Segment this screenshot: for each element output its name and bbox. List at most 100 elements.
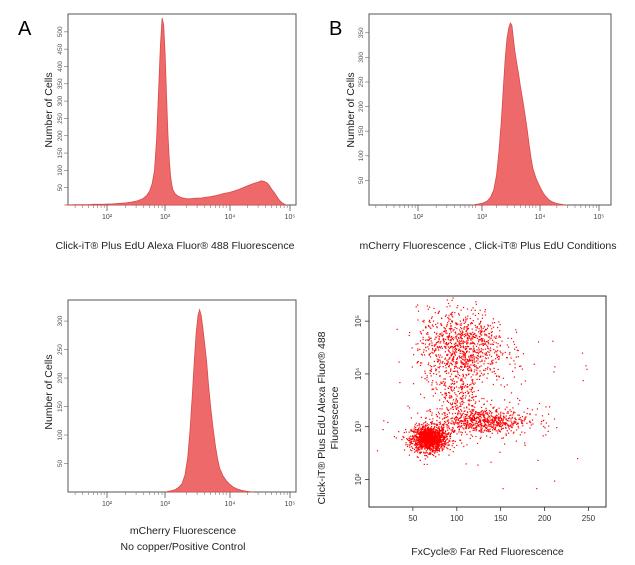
scatter-point xyxy=(446,447,448,449)
scatter-point xyxy=(447,442,449,444)
x-tick-label: 10⁵ xyxy=(285,501,296,508)
y-tick-label: 50 xyxy=(358,176,365,184)
scatter-point xyxy=(450,331,452,333)
scatter-point xyxy=(471,361,473,363)
histogram-area xyxy=(64,17,288,206)
scatter-point xyxy=(439,408,441,410)
scatter-point xyxy=(435,435,437,437)
scatter-point xyxy=(471,388,473,391)
scatter-point xyxy=(457,371,459,374)
scatter-point xyxy=(433,436,435,438)
scatter-point xyxy=(432,395,434,397)
scatter-point xyxy=(467,336,469,339)
scatter-point xyxy=(481,341,483,343)
scatter-point xyxy=(472,380,474,382)
scatter-point xyxy=(417,449,419,451)
scatter-point xyxy=(478,418,480,420)
scatter-point xyxy=(429,453,431,455)
scatter-point xyxy=(478,411,480,414)
scatter-point xyxy=(492,407,494,409)
scatter-point xyxy=(452,443,454,445)
scatter-point xyxy=(524,380,526,382)
scatter-point xyxy=(484,343,486,345)
scatter-point xyxy=(477,351,479,353)
scatter-point xyxy=(435,337,437,339)
scatter-point xyxy=(501,340,503,342)
scatter-point xyxy=(419,441,421,443)
scatter-point xyxy=(420,333,422,335)
scatter-point xyxy=(482,352,484,354)
scatter-point xyxy=(411,450,413,452)
scatter-point xyxy=(475,303,477,305)
scatter-point xyxy=(439,423,441,425)
scatter-point xyxy=(447,434,449,436)
scatter-point xyxy=(470,427,472,429)
scatter-point xyxy=(432,443,434,445)
scatter-point xyxy=(457,333,459,336)
scatter-point xyxy=(478,412,480,414)
scatter-point xyxy=(462,359,464,361)
scatter-point xyxy=(427,434,429,436)
scatter-point xyxy=(424,372,426,374)
scatter-point xyxy=(461,361,463,363)
scatter-point xyxy=(507,337,509,339)
scatter-point xyxy=(488,429,490,431)
scatter-point xyxy=(425,424,427,426)
scatter-point xyxy=(484,309,486,311)
scatter-point xyxy=(484,314,487,316)
scatter-point xyxy=(484,311,486,313)
scatter-point xyxy=(453,387,455,390)
scatter-point xyxy=(466,308,469,310)
scatter-point xyxy=(427,433,429,435)
scatter-point xyxy=(522,423,524,425)
scatter-point xyxy=(441,431,443,433)
scatter-point xyxy=(553,418,556,420)
scatter-point xyxy=(464,326,466,328)
scatter-point xyxy=(483,343,485,345)
scatter-point xyxy=(473,429,475,431)
scatter-point xyxy=(442,381,444,383)
scatter-point xyxy=(479,424,482,426)
scatter-point xyxy=(444,327,446,330)
scatter-point xyxy=(427,346,429,348)
scatter-point xyxy=(490,421,493,423)
scatter-point xyxy=(486,413,488,415)
scatter-point xyxy=(419,432,421,434)
scatter-point xyxy=(433,445,435,447)
scatter-point xyxy=(409,443,411,445)
scatter-point xyxy=(424,370,426,372)
scatter-point xyxy=(466,365,469,367)
scatter-point xyxy=(487,340,489,342)
scatter-point xyxy=(457,419,459,421)
x-tick-label: 10⁵ xyxy=(285,214,296,221)
scatter-point xyxy=(428,424,430,426)
scatter-point xyxy=(452,316,454,318)
scatter-point xyxy=(403,432,405,434)
scatter-point xyxy=(577,458,579,460)
scatter-point xyxy=(464,416,467,418)
scatter-point xyxy=(424,447,427,449)
scatter-point xyxy=(456,358,458,360)
x-tick-label: 10⁴ xyxy=(225,501,236,508)
scatter-point xyxy=(455,421,457,423)
scatter-point xyxy=(439,365,441,367)
scatter-point xyxy=(446,438,448,440)
scatter-point xyxy=(477,414,479,416)
scatter-point xyxy=(459,421,461,423)
scatter-point xyxy=(483,425,485,427)
scatter-point xyxy=(433,351,436,353)
scatter-point xyxy=(472,362,474,364)
scatter-point xyxy=(466,417,468,419)
scatter-point xyxy=(502,437,504,439)
scatter-point xyxy=(411,430,413,432)
scatter-point xyxy=(455,386,458,388)
scatter-point xyxy=(443,425,445,427)
scatter-point xyxy=(472,421,474,423)
scatter-point xyxy=(472,351,474,353)
scatter-point xyxy=(434,429,437,431)
scatter-point xyxy=(464,359,466,361)
scatter-point xyxy=(417,348,419,350)
x-axis-title: mCherry Fluorescence , Click-iT® Plus Ed… xyxy=(360,240,617,252)
scatter-point xyxy=(457,426,459,428)
scatter-point xyxy=(463,327,465,329)
